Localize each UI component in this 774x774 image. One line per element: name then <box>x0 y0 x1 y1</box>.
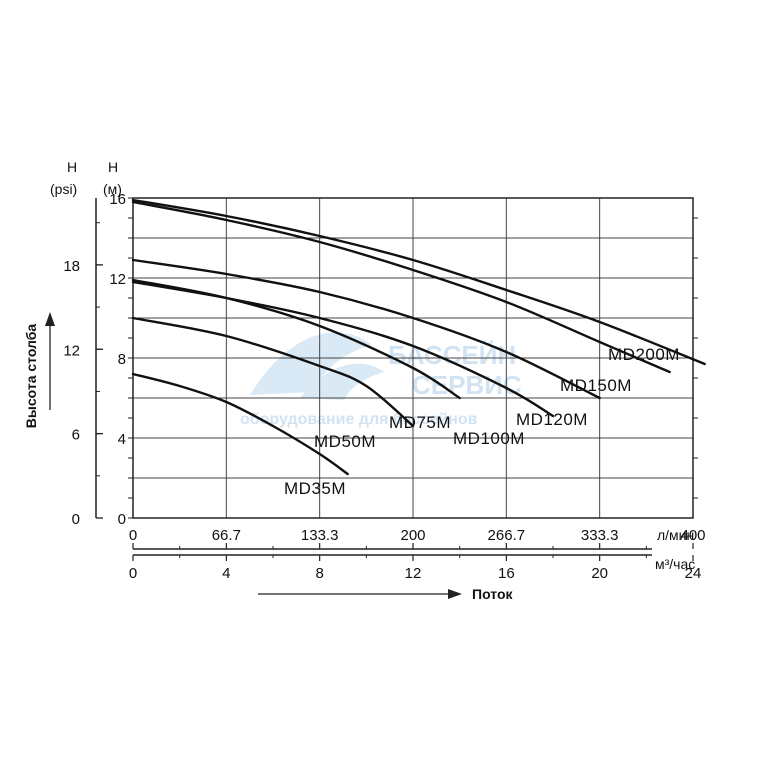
lpm-tick-label: 266.7 <box>488 527 526 544</box>
curve-label-md50m: MD50M <box>314 432 376 451</box>
y-axis-title: Высота столба <box>23 324 39 429</box>
psi-axis: 0 6 12 18 <box>63 222 103 528</box>
meters-tick-label: 4 <box>118 431 126 448</box>
meters-axis: 0 4 8 12 16 <box>109 191 133 528</box>
meters-tick-label: 0 <box>118 511 126 528</box>
m3h-tick-label: 8 <box>315 565 323 582</box>
lpm-tick-label: 333.3 <box>581 527 619 544</box>
curve-md150m <box>131 200 671 374</box>
x-axis-title: Поток <box>472 586 513 602</box>
lpm-tick-label: 400 <box>680 527 705 544</box>
watermark-logo: БАССЕЙН СЕРВИС оборудование для бассейно… <box>240 332 522 428</box>
curve-md50m <box>131 316 415 428</box>
y-axis-arrow-icon <box>45 312 55 326</box>
lpm-tick-label: 66.7 <box>212 527 241 544</box>
meters-tick-label: 12 <box>109 271 126 288</box>
psi-header-unit: (psi) <box>50 181 77 197</box>
meters-tick-label: 16 <box>109 191 126 208</box>
curve-label-md150m: MD150M <box>560 376 632 395</box>
meters-header-unit: (м) <box>103 181 122 197</box>
m3h-tick-label: 20 <box>591 565 608 582</box>
curve-label-md100m: MD100M <box>453 429 525 448</box>
psi-tick-label: 6 <box>72 427 80 444</box>
x-axis-arrow-icon <box>448 589 462 599</box>
meters-header-symbol: H <box>108 159 118 175</box>
lpm-unit: л/мин <box>657 527 694 543</box>
curve-md120m <box>131 258 601 400</box>
m3h-tick-label: 0 <box>129 565 137 582</box>
lpm-tick-label: 0 <box>129 527 137 544</box>
m3h-tick-label: 4 <box>222 565 230 582</box>
psi-tick-label: 0 <box>72 511 80 528</box>
curve-md200m <box>131 198 706 366</box>
m3h-tick-label: 12 <box>405 565 422 582</box>
curve-label-md200m: MD200M <box>608 345 680 364</box>
curve-label-md120m: MD120M <box>516 410 588 429</box>
curve-label-md75m: MD75M <box>389 413 451 432</box>
m3h-tick-label: 16 <box>498 565 515 582</box>
psi-tick-label: 18 <box>63 258 80 275</box>
curve-md35m <box>131 372 349 476</box>
watermark-line2: СЕРВИС <box>412 370 522 400</box>
watermark-line3: оборудование для бассейнов <box>240 411 478 428</box>
lpm-tick-label: 133.3 <box>301 527 339 544</box>
meters-tick-label: 8 <box>118 351 126 368</box>
m3h-unit: м³/час <box>655 556 695 572</box>
curve-label-md35m: MD35M <box>284 479 346 498</box>
watermark-wave-icon-2 <box>300 363 385 400</box>
psi-tick-label: 12 <box>63 342 80 359</box>
m3h-tick-label: 24 <box>685 565 702 582</box>
curve-md100m <box>131 280 555 418</box>
psi-header-symbol: H <box>67 159 77 175</box>
lpm-axis: 0 66.7 133.3 200 266.7 333.3 400 <box>129 527 706 549</box>
m3h-axis: 0 4 8 12 16 20 24 <box>129 555 702 582</box>
lpm-tick-label: 200 <box>400 527 425 544</box>
